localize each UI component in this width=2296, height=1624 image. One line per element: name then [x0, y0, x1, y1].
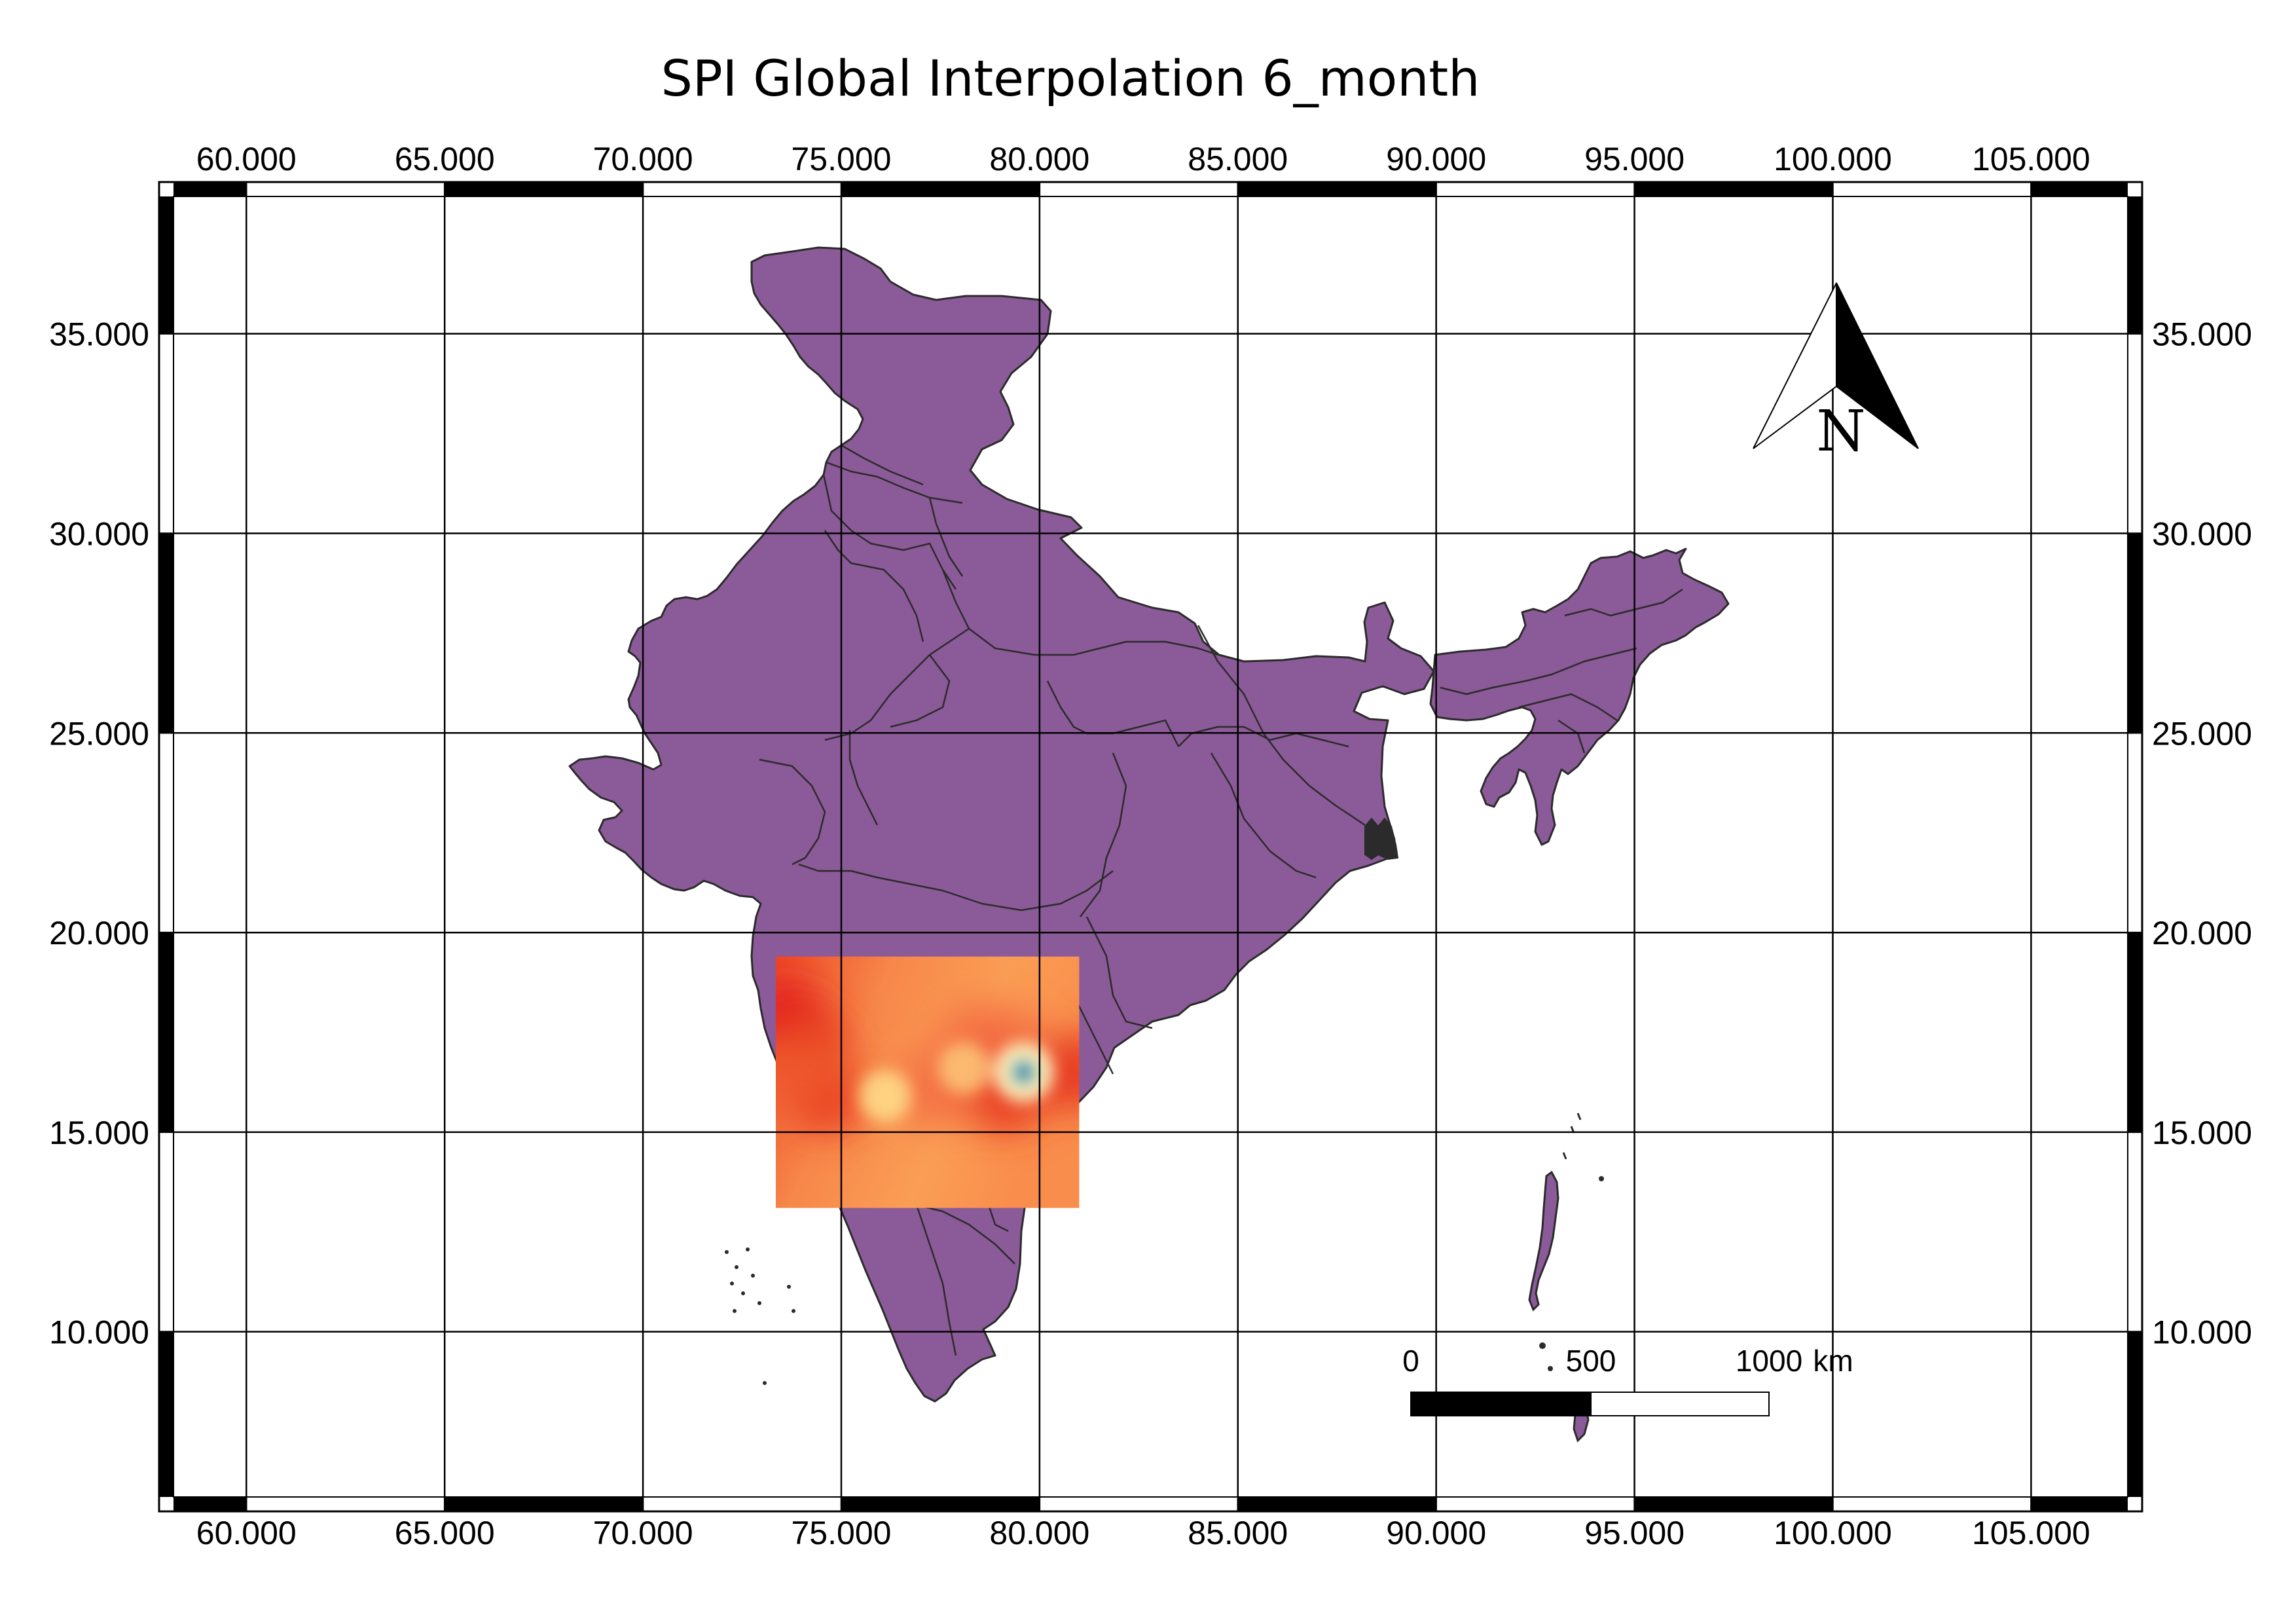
latitude-label-left: 15.000 [49, 1115, 149, 1151]
scale-bar-segment-black [1410, 1392, 1592, 1416]
longitude-label-bottom: 70.000 [593, 1515, 693, 1551]
lakshadweep-islands [725, 1247, 795, 1385]
longitude-label-bottom: 65.000 [395, 1515, 495, 1551]
frame-band-left [159, 932, 173, 1132]
north-arrow: N [1753, 282, 1919, 464]
longitude-label-top: 80.000 [989, 141, 1089, 177]
latitude-label-right: 10.000 [2152, 1314, 2252, 1351]
india-land [568, 246, 1730, 1443]
longitude-label-bottom: 90.000 [1386, 1515, 1486, 1551]
frame-tick-bands [159, 182, 2142, 1511]
spi-interpolation-raster [776, 956, 1080, 1208]
scale-bar-label-500: 500 [1566, 1344, 1616, 1378]
scale-bar: 0 500 1000 km [1402, 1344, 1853, 1416]
frame-band-bottom [445, 1497, 644, 1511]
scale-bar-label-1000: 1000 [1736, 1344, 1802, 1378]
frame-band-top [2031, 182, 2128, 196]
north-arrow-right-half [1836, 282, 1919, 449]
frame-band-left [159, 533, 173, 733]
andaman-islet [1599, 1176, 1604, 1181]
frame-band-right [2128, 533, 2142, 733]
longitude-label-bottom: 85.000 [1188, 1515, 1288, 1551]
longitude-label-top: 70.000 [593, 141, 693, 177]
india-mainland [568, 246, 1435, 1403]
frame-band-top [1237, 182, 1436, 196]
frame-band-top [173, 182, 247, 196]
longitude-label-bottom: 105.000 [1972, 1515, 2090, 1551]
longitude-label-top: 75.000 [792, 141, 892, 177]
frame-band-top [1634, 182, 1833, 196]
longitude-label-bottom: 80.000 [989, 1515, 1089, 1551]
nicobar-islet [1539, 1342, 1546, 1349]
state-boundaries [759, 444, 1683, 1356]
frame-band-top [841, 182, 1040, 196]
latitude-label-right: 30.000 [2152, 515, 2252, 552]
latitude-label-left: 30.000 [49, 515, 149, 552]
raster-lowspot-core [1014, 1063, 1033, 1082]
frame-band-bottom [1634, 1497, 1833, 1511]
latitude-label-left: 35.000 [49, 316, 149, 353]
andaman-islands [1528, 1170, 1559, 1312]
longitude-label-bottom: 75.000 [792, 1515, 892, 1551]
north-arrow-label: N [1816, 399, 1865, 464]
scale-bar-segment-white [1590, 1392, 1770, 1416]
frame-band-bottom [173, 1497, 247, 1511]
longitude-label-top: 65.000 [395, 141, 495, 177]
bottom-longitude-labels: 60.000 65.000 70.000 75.000 80.000 85.000 90.0… [196, 1515, 2090, 1551]
frame-band-bottom [2031, 1497, 2128, 1511]
latitude-label-right: 20.000 [2152, 915, 2252, 951]
frame-band-bottom [1237, 1497, 1436, 1511]
longitude-label-top: 105.000 [1972, 141, 2090, 177]
latitude-label-left: 25.000 [49, 715, 149, 752]
frame-band-top [445, 182, 644, 196]
frame-band-bottom [841, 1497, 1040, 1511]
raster-lowspot [858, 1070, 911, 1123]
graticule [159, 182, 2142, 1511]
longitude-label-top: 100.000 [1774, 141, 1892, 177]
map-title: SPI Global Interpolation 6_month [661, 49, 1480, 107]
longitude-label-top: 85.000 [1188, 141, 1288, 177]
latitude-label-left: 20.000 [49, 915, 149, 951]
right-latitude-labels: 10.000 15.000 20.000 25.000 30.000 35.000 [2152, 316, 2252, 1351]
longitude-label-top: 60.000 [196, 141, 297, 177]
raster-hotspot [776, 1034, 843, 1111]
scale-bar-label-0: 0 [1402, 1344, 1419, 1378]
frame-inner-border [173, 196, 2128, 1498]
raster-lowspot [938, 1042, 991, 1095]
scale-bar-unit: km [1813, 1344, 1853, 1378]
frame-band-left [159, 196, 173, 334]
frame-band-right [2128, 932, 2142, 1132]
latitude-label-left: 10.000 [49, 1314, 149, 1351]
latitude-label-right: 25.000 [2152, 715, 2252, 752]
left-latitude-labels: 10.000 15.000 20.000 25.000 30.000 35.000 [49, 316, 149, 1351]
frame-band-right [2128, 196, 2142, 334]
longitude-label-bottom: 100.000 [1774, 1515, 1892, 1551]
longitude-label-bottom: 95.000 [1584, 1515, 1685, 1551]
frame-band-left [159, 1331, 173, 1497]
nicobar-islet [1548, 1366, 1553, 1371]
longitude-label-top: 95.000 [1584, 141, 1685, 177]
longitude-label-bottom: 60.000 [196, 1515, 297, 1551]
sundarbans [1364, 817, 1399, 860]
top-longitude-labels: 60.000 65.000 70.000 75.000 80.000 85.000 90.0… [196, 141, 2090, 177]
longitude-label-top: 90.000 [1386, 141, 1486, 177]
india-northeast [1429, 547, 1730, 846]
frame-band-right [2128, 1331, 2142, 1497]
latitude-label-right: 35.000 [2152, 316, 2252, 353]
latitude-label-right: 15.000 [2152, 1115, 2252, 1151]
